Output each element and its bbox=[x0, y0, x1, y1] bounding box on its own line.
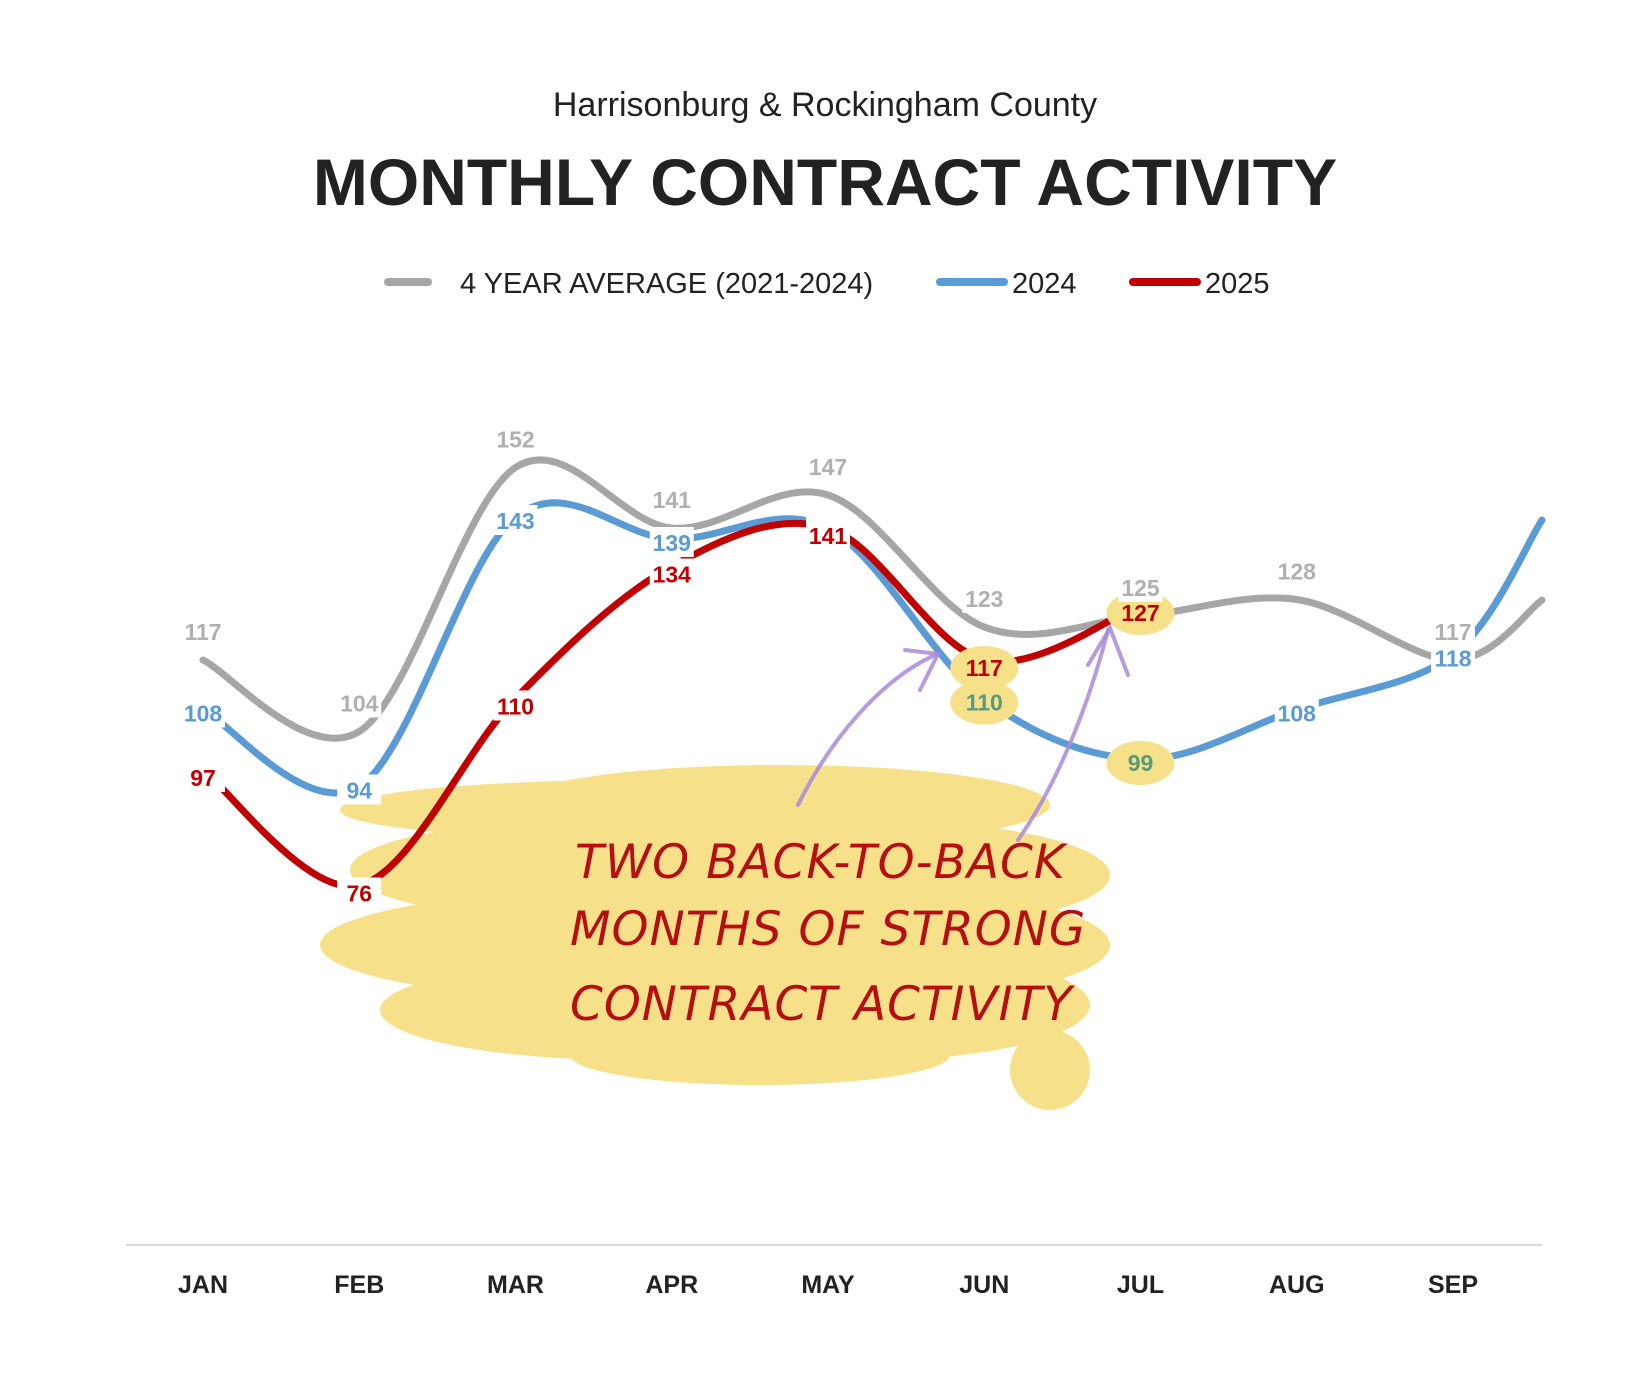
data-label: 125 bbox=[1121, 575, 1160, 601]
chart-title: MONTHLY CONTRACT ACTIVITY bbox=[313, 145, 1337, 219]
data-label: 110 bbox=[497, 694, 534, 720]
chart-subtitle: Harrisonburg & Rockingham County bbox=[553, 86, 1097, 124]
x-tick-label: APR bbox=[645, 1271, 698, 1299]
data-labels: 117 104 152 141 147 123 125 128 117 108 94 143 139 14… bbox=[181, 423, 1475, 908]
data-label: 152 bbox=[496, 427, 534, 453]
label-highlight bbox=[950, 646, 1019, 690]
x-axis-ticks: JAN FEB MAR APR MAY JUN JUL AUG SEP bbox=[178, 1271, 1478, 1299]
data-label-bg bbox=[649, 558, 694, 589]
data-label: 117 bbox=[966, 655, 1003, 681]
data-label: 104 bbox=[340, 691, 379, 717]
x-tick-label: JUL bbox=[1117, 1271, 1164, 1299]
data-label-bg bbox=[337, 687, 382, 718]
data-label-bg bbox=[493, 690, 538, 721]
data-label-bg bbox=[962, 583, 1007, 613]
x-tick-label: MAY bbox=[801, 1271, 855, 1299]
x-tick-label: FEB bbox=[334, 1271, 384, 1299]
data-label-bg bbox=[806, 451, 850, 481]
data-label-bg bbox=[337, 774, 382, 805]
data-label: 139 bbox=[653, 530, 691, 556]
data-label: 127 bbox=[1121, 600, 1159, 626]
data-label-bg bbox=[337, 877, 382, 908]
data-label: 108 bbox=[1278, 701, 1317, 727]
data-label: 117 bbox=[1434, 619, 1471, 645]
annotation-line: CONTRACT ACTIVITY bbox=[570, 977, 1075, 1032]
data-label-bg bbox=[493, 505, 538, 535]
annotation-text: TWO BACK-TO-BACK MONTHS OF STRONG CONTRACT… bbox=[570, 835, 1086, 1032]
highlight-blob bbox=[1010, 1030, 1090, 1110]
label-highlight bbox=[1106, 741, 1175, 785]
data-label-bg bbox=[181, 616, 225, 646]
data-label: 141 bbox=[809, 523, 848, 549]
series-line bbox=[199, 456, 1546, 742]
data-label: 128 bbox=[1278, 559, 1317, 585]
annotation-line: TWO BACK-TO-BACK bbox=[575, 835, 1068, 890]
legend-label: 2024 bbox=[1012, 268, 1077, 300]
series-line bbox=[199, 499, 1546, 797]
data-label: 99 bbox=[1128, 750, 1154, 776]
legend-label: 2025 bbox=[1205, 268, 1270, 300]
arrow-head bbox=[1086, 623, 1130, 677]
data-label-bg bbox=[1431, 642, 1475, 673]
data-label-bg bbox=[181, 697, 225, 728]
data-label: 76 bbox=[346, 881, 372, 907]
data-label-bg bbox=[181, 762, 225, 792]
data-label-bg bbox=[493, 423, 538, 454]
data-label: 134 bbox=[653, 562, 692, 588]
x-tick-label: AUG bbox=[1269, 1271, 1325, 1299]
arrow-shaft bbox=[796, 653, 937, 807]
annotation-highlight bbox=[320, 765, 1110, 1110]
x-tick-label: JUN bbox=[959, 1271, 1009, 1299]
data-label: 110 bbox=[966, 690, 1003, 716]
data-label: 123 bbox=[965, 586, 1003, 612]
legend: 4 YEAR AVERAGE (2021-2024) 2024 2025 bbox=[384, 268, 1270, 300]
data-label: 118 bbox=[1434, 646, 1471, 672]
data-label-bg bbox=[1118, 572, 1163, 602]
data-label: 141 bbox=[653, 487, 692, 513]
x-tick-label: SEP bbox=[1428, 1271, 1478, 1299]
annotation-line: MONTHS OF STRONG bbox=[570, 902, 1086, 957]
arrow-head bbox=[903, 648, 942, 692]
annotation-arrows bbox=[796, 623, 1130, 842]
label-highlight bbox=[950, 680, 1019, 725]
data-label: 117 bbox=[184, 619, 221, 645]
data-label: 143 bbox=[496, 508, 534, 534]
data-label-bg bbox=[649, 527, 694, 557]
arrow-shaft bbox=[1016, 628, 1110, 842]
data-label: 97 bbox=[190, 765, 216, 791]
data-label: 147 bbox=[809, 454, 847, 480]
data-label-bg bbox=[1431, 616, 1475, 646]
legend-label: 4 YEAR AVERAGE (2021-2024) bbox=[460, 268, 873, 300]
x-tick-label: MAR bbox=[487, 1271, 544, 1299]
data-label-bg bbox=[649, 484, 694, 514]
data-label-bg bbox=[1274, 697, 1319, 728]
x-tick-label: JAN bbox=[178, 1271, 228, 1299]
data-label: 108 bbox=[184, 701, 223, 727]
data-label-bg bbox=[1274, 555, 1319, 586]
data-label-bg bbox=[806, 520, 850, 550]
highlight-blob bbox=[640, 820, 880, 900]
highlight-blob bbox=[570, 1025, 950, 1085]
data-label: 94 bbox=[346, 778, 372, 804]
